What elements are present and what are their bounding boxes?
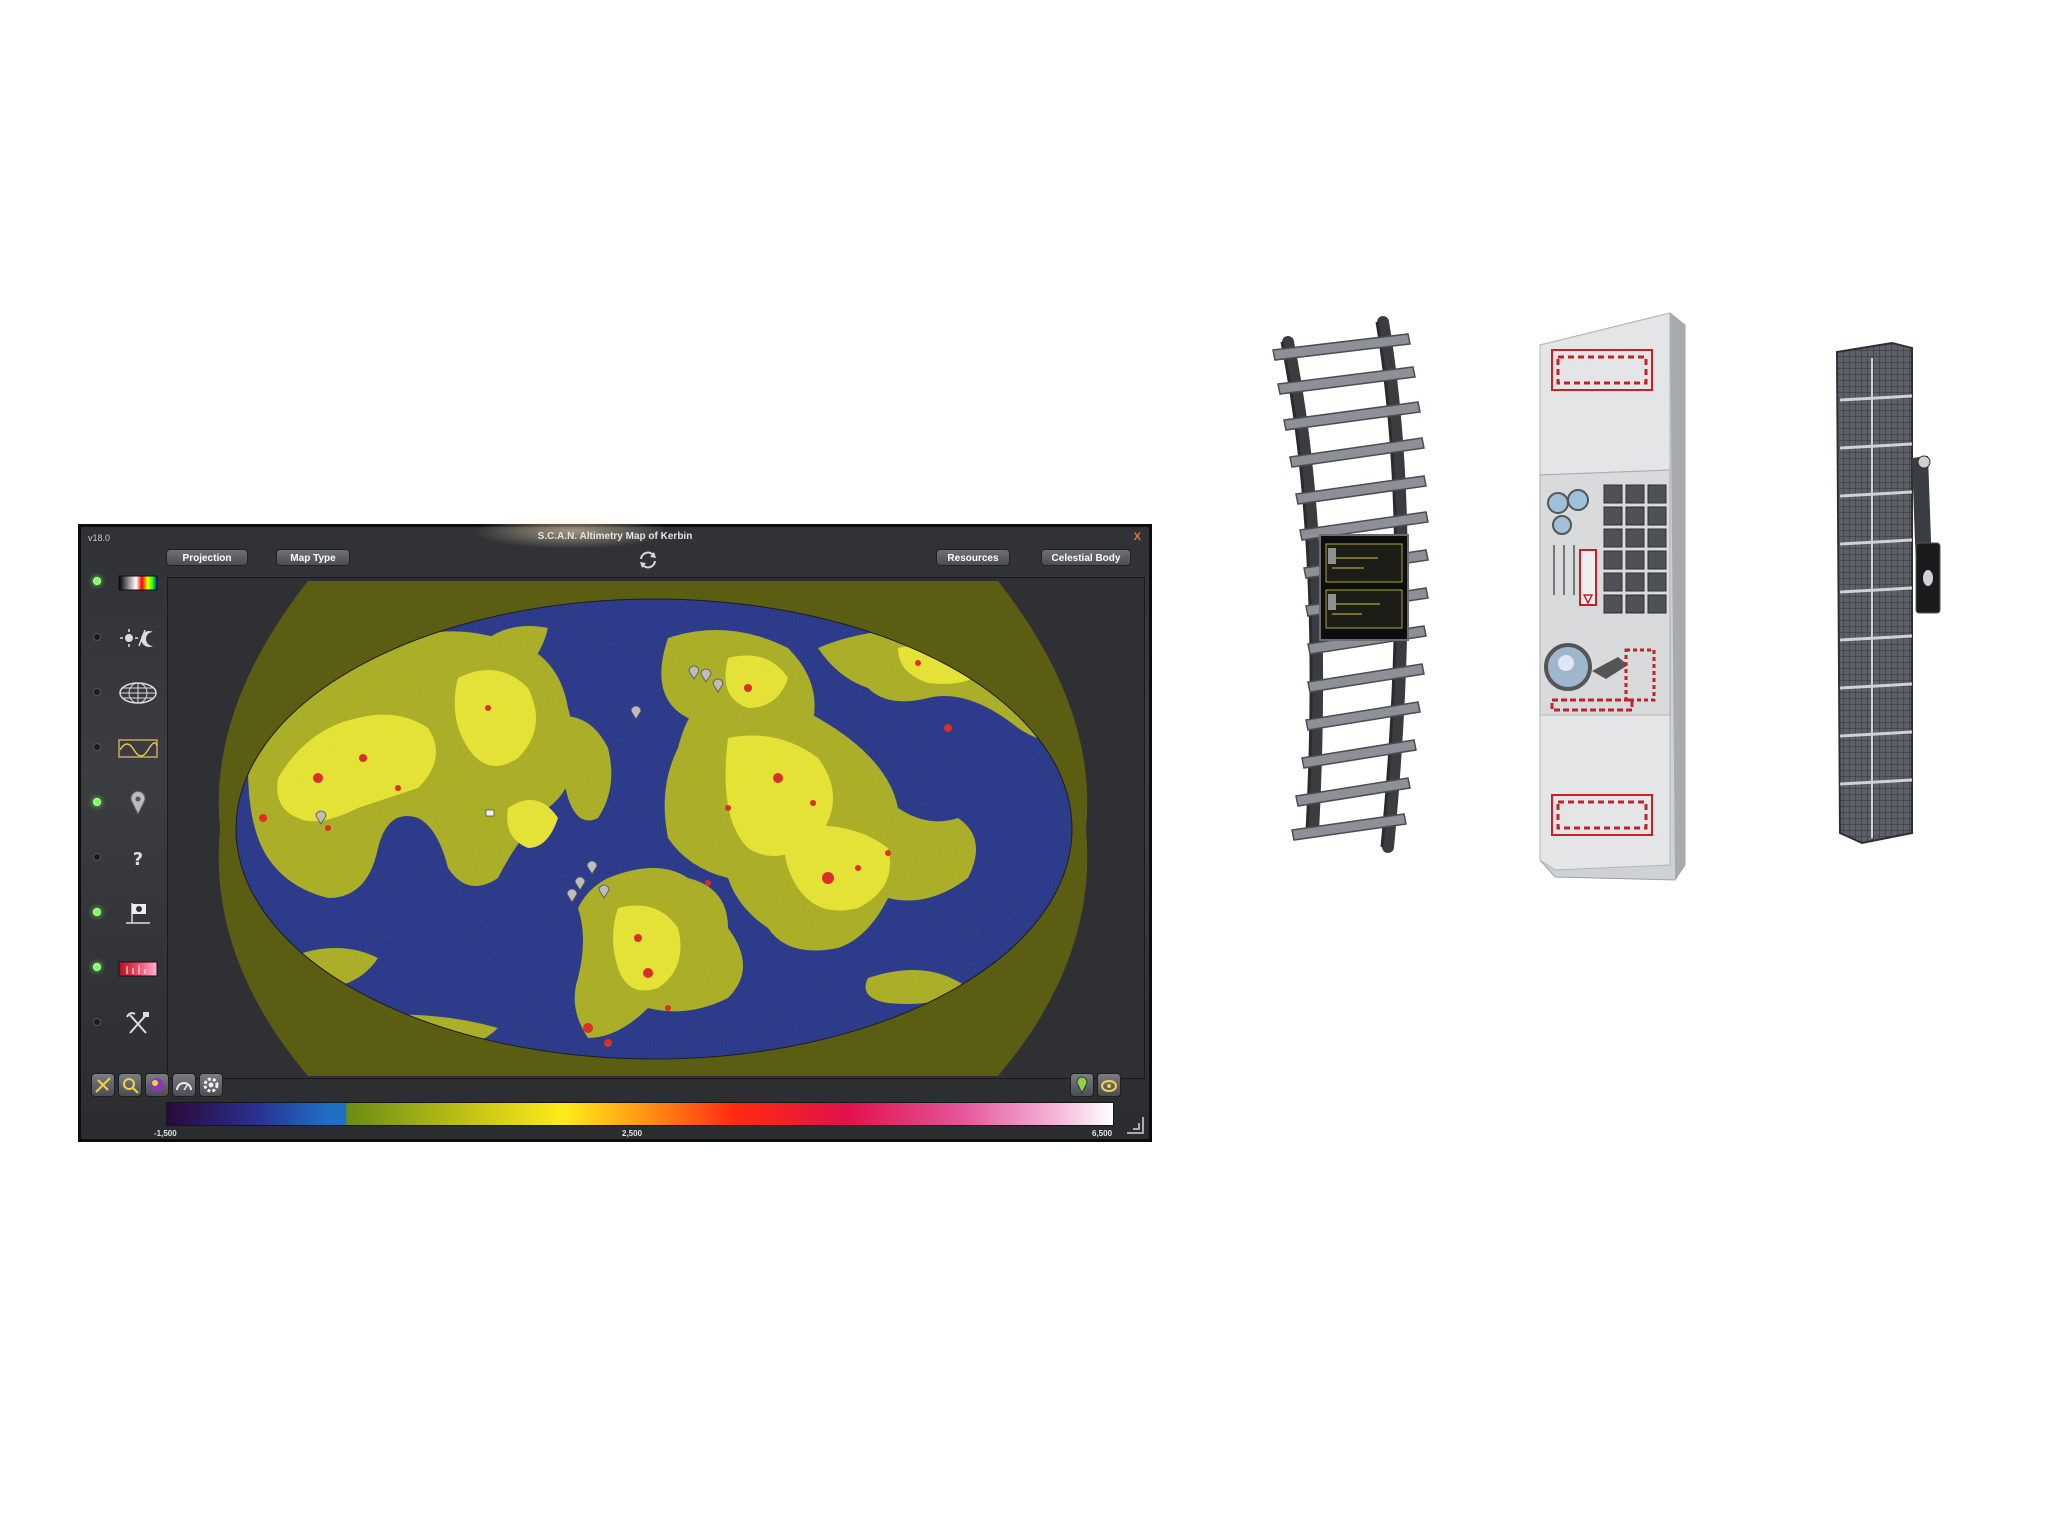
resources-button[interactable]: Resources [936,549,1010,566]
map-canvas[interactable] [168,578,1145,1079]
altitude-gauge-button[interactable] [172,1073,196,1097]
zoom-map-icon [123,1078,139,1094]
sidebar-item-anomalies[interactable]: ? [89,839,159,879]
map-type-button[interactable]: Map Type [276,549,350,566]
resize-handle-icon[interactable] [1125,1115,1145,1135]
camera-toggle-icon [1101,1080,1117,1092]
panel-button-grid [1603,484,1667,614]
anomaly-question-icon: ? [133,849,143,870]
svg-text:?: ? [133,849,143,870]
color-scheme-icon [150,1078,164,1092]
sidebar-item-daynight[interactable] [89,619,159,659]
waypoint-marker[interactable] [700,668,712,683]
scansat-window: v18.0 S.C.A.N. Altimetry Map of Kerbin X… [78,513,1152,1142]
waypoint-marker[interactable] [586,860,598,875]
waypoint-marker[interactable] [630,705,642,720]
waypoint-add-icon [1076,1076,1088,1095]
status-led [93,688,101,696]
color-palette-icon [118,575,158,591]
sidebar-item-orbit[interactable] [89,729,159,769]
control-panel-part [1539,312,1686,881]
status-led [93,963,101,971]
sidebar-item-waypoints[interactable] [89,784,159,824]
waypoint-marker[interactable] [598,884,610,899]
orbit-path-icon [118,739,158,758]
zoom-map-button[interactable] [118,1073,142,1097]
celestial-body-button[interactable]: Celestial Body [1041,549,1131,566]
sidebar-item-mining[interactable] [89,1004,159,1044]
refresh-icon[interactable] [637,549,659,571]
color-scheme-button[interactable] [145,1073,169,1097]
flag-marker[interactable] [485,809,495,817]
mining-tools-icon [126,1012,149,1034]
altimetry-map[interactable] [167,577,1145,1079]
scanner-toggle-icon [95,1077,111,1093]
waypoint-marker[interactable] [574,876,586,891]
status-led [93,1018,101,1026]
waypoint-marker[interactable] [712,678,724,693]
camera-toggle-button[interactable] [1097,1073,1121,1097]
map-globe [236,599,1072,1059]
altitude-gauge-icon [176,1082,192,1091]
settings-button[interactable] [199,1073,223,1097]
solar-panel-dividers [1839,394,1913,786]
sidebar-item-flags[interactable] [89,894,159,934]
waypoint-add-button[interactable] [1070,1073,1094,1097]
sidebar-item-grid[interactable] [89,674,159,714]
resource-overlay-icon [118,961,158,977]
legend-mid-label: 2,500 [622,1129,643,1138]
status-led [93,743,101,751]
legend-max-label: 6,500 [1092,1129,1113,1138]
flag-icon [126,903,150,924]
rail-control-box [1319,534,1409,641]
globe-outline [235,598,1073,1060]
status-led [93,798,101,806]
waypoint-marker-icon [130,790,146,816]
close-button[interactable]: X [1133,531,1141,543]
settings-gear-icon [203,1077,219,1093]
waypoint-marker[interactable] [688,665,700,680]
status-led [93,853,101,861]
waypoint-marker[interactable] [315,810,327,825]
solar-panel-part [1835,341,1941,845]
panel-dials [1547,489,1589,535]
rail-track-part [1272,316,1429,853]
status-led [93,908,101,916]
status-led [93,577,101,585]
projection-button[interactable]: Projection [166,549,248,566]
window-title: S.C.A.N. Altimetry Map of Kerbin [537,531,693,542]
legend-min-label: -1,500 [154,1129,177,1138]
version-label: v18.0 [88,533,111,543]
scanner-toggle-button[interactable] [91,1073,115,1097]
sidebar-item-resources[interactable] [89,949,159,989]
grid-overlay-icon [119,682,157,704]
waypoint-marker[interactable] [566,888,578,903]
altimetry-legend-bar [166,1102,1114,1126]
sidebar-item-color[interactable] [89,563,159,603]
status-led [93,633,101,641]
day-night-icon [120,629,153,647]
